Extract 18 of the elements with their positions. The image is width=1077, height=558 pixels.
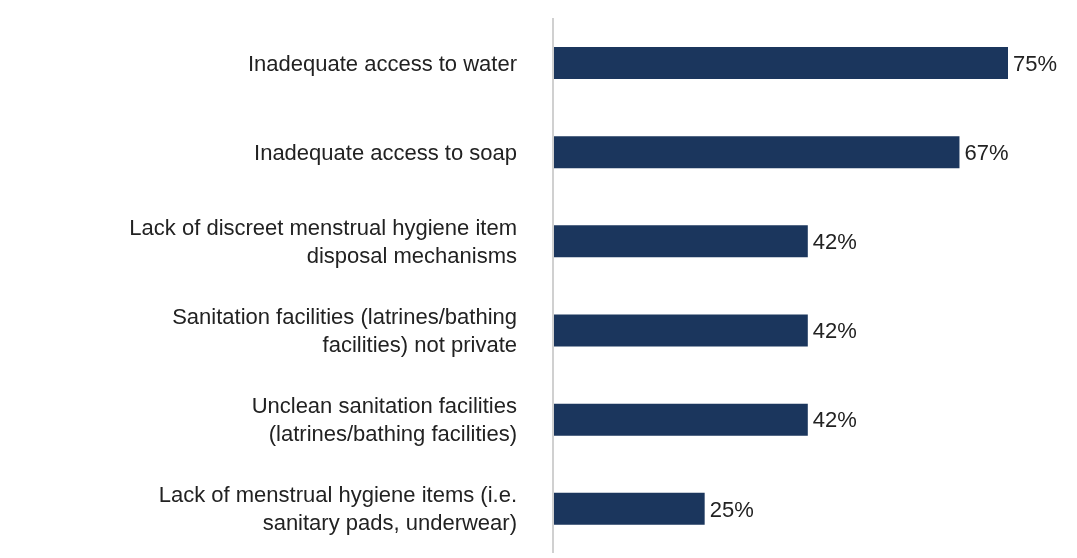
bar xyxy=(553,225,808,258)
bar xyxy=(553,136,960,169)
data-label: 42% xyxy=(812,407,857,433)
data-label: 25% xyxy=(709,496,754,522)
data-label: 67% xyxy=(964,139,1009,165)
y-tick-label: Inadequate access to soap xyxy=(254,139,517,165)
y-tick-label: Lack of menstrual hygiene items (i.e. sanitary pads, underwear) xyxy=(158,482,517,536)
y-tick-label: Unclean sanitation facilities (latrines/bathing facilities) xyxy=(251,393,517,447)
data-label: 42% xyxy=(812,229,857,255)
y-tick-label: Inadequate access to water xyxy=(247,50,517,76)
data-label: 75% xyxy=(1013,50,1058,76)
data-label: 42% xyxy=(812,318,857,344)
bar xyxy=(553,314,808,347)
y-tick-label: Sanitation facilities (latrines/bathing facilities) not private xyxy=(172,304,517,358)
bar xyxy=(553,492,705,525)
y-tick-label: Lack of discreet menstrual hygiene item disposal mechanisms xyxy=(129,214,517,268)
bar xyxy=(553,47,1008,79)
bar xyxy=(553,403,808,436)
